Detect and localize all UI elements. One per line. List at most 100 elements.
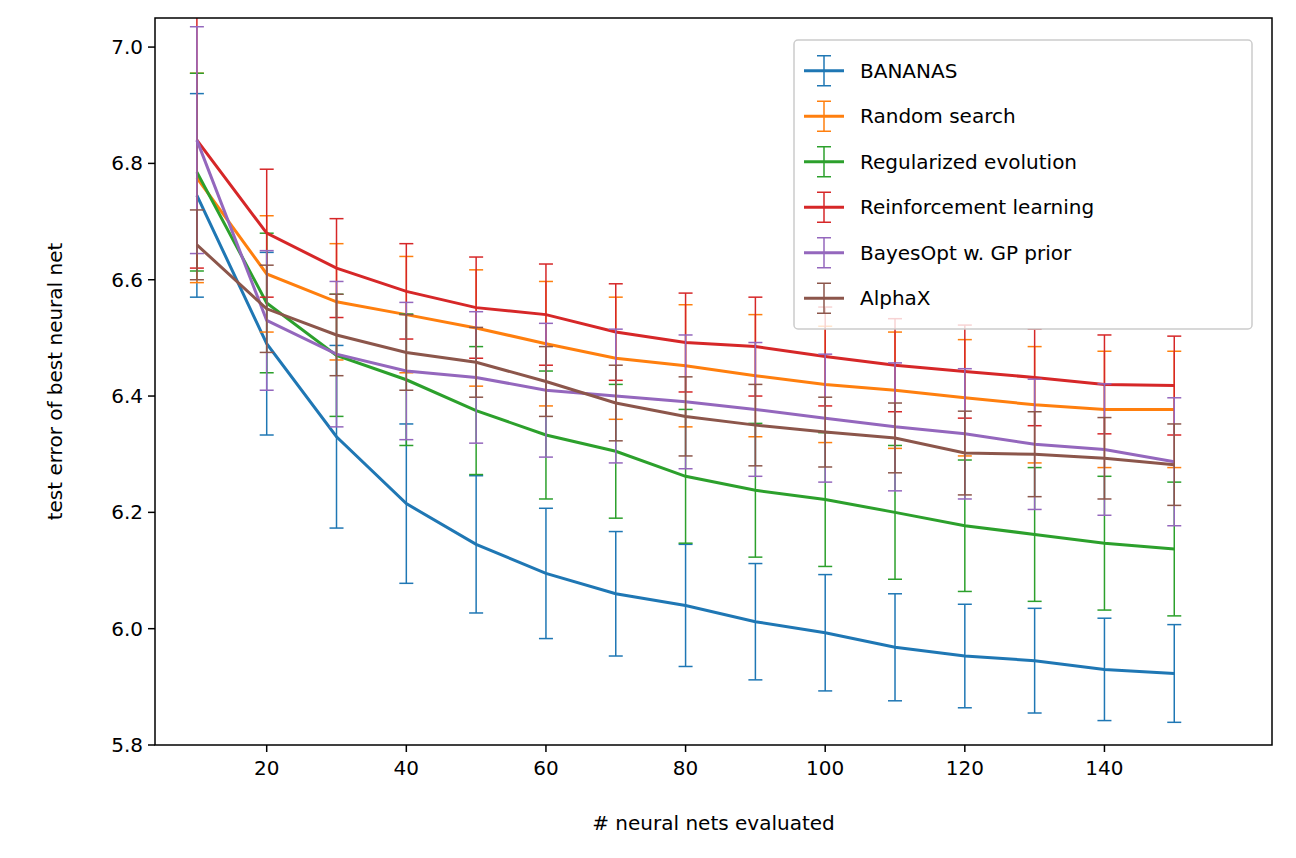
- error-bar: [679, 335, 693, 469]
- legend-label: Reinforcement learning: [860, 195, 1094, 219]
- error-cap: [748, 563, 762, 565]
- error-cap: [818, 466, 832, 468]
- error-stem: [545, 508, 547, 638]
- error-cap: [399, 445, 413, 447]
- error-stem: [475, 327, 477, 397]
- y-tick-label: 6.2: [111, 500, 143, 524]
- error-cap: [190, 26, 204, 28]
- series: [190, 210, 1181, 505]
- error-cap: [679, 666, 693, 668]
- x-tick: [1104, 745, 1106, 752]
- error-cap: [609, 655, 623, 657]
- error-stem: [894, 363, 896, 491]
- error-stem: [406, 302, 408, 439]
- error-cap: [748, 342, 762, 344]
- error-bar: [539, 323, 553, 457]
- error-cap: [469, 442, 483, 444]
- error-cap: [818, 574, 832, 576]
- error-cap: [539, 498, 553, 500]
- error-cap: [818, 396, 832, 398]
- error-bar: [888, 594, 902, 701]
- error-cap: [888, 472, 902, 474]
- error-cap: [469, 475, 483, 477]
- chart: 204060801001201405.86.06.26.46.66.87.0# …: [0, 0, 1296, 858]
- error-stem: [964, 369, 966, 499]
- error-bar: [1167, 398, 1181, 526]
- error-cap: [539, 508, 553, 510]
- error-stem: [755, 343, 757, 477]
- error-cap: [1097, 334, 1111, 336]
- error-stem: [1174, 424, 1176, 505]
- error-cap: [190, 209, 204, 211]
- error-cap: [539, 416, 553, 418]
- legend-swatch: [817, 313, 831, 315]
- x-tick-label: 100: [806, 756, 844, 780]
- error-cap: [330, 294, 344, 296]
- y-tick: [148, 46, 155, 48]
- error-cap: [469, 256, 483, 258]
- legend-swatch: [817, 237, 831, 239]
- error-stem: [685, 544, 687, 666]
- error-cap: [1167, 722, 1181, 724]
- error-cap: [958, 494, 972, 496]
- error-cap: [1097, 498, 1111, 500]
- error-bar: [1028, 329, 1042, 426]
- error-cap: [748, 679, 762, 681]
- error-bar: [958, 604, 972, 708]
- error-bar: [469, 476, 483, 613]
- error-cap: [399, 389, 413, 391]
- legend-swatch: [817, 267, 831, 269]
- legend-swatch: [823, 238, 825, 268]
- error-bar: [609, 365, 623, 441]
- error-cap: [190, 279, 204, 281]
- error-cap: [609, 440, 623, 442]
- error-cap: [260, 168, 274, 170]
- error-cap: [679, 455, 693, 457]
- error-bar: [1028, 608, 1042, 713]
- error-cap: [958, 707, 972, 709]
- y-tick-label: 6.8: [111, 151, 143, 175]
- error-stem: [964, 604, 966, 708]
- error-cap: [399, 243, 413, 245]
- error-cap: [679, 334, 693, 336]
- error-stem: [685, 377, 687, 456]
- error-cap: [469, 612, 483, 614]
- error-stem: [475, 312, 477, 443]
- error-bar: [748, 564, 762, 680]
- x-tick: [685, 745, 687, 752]
- error-stem: [755, 384, 757, 465]
- error-stem: [545, 323, 547, 457]
- error-bar: [818, 397, 832, 467]
- error-cap: [1167, 335, 1181, 337]
- error-stem: [824, 397, 826, 467]
- error-cap: [679, 468, 693, 470]
- error-cap: [1028, 411, 1042, 413]
- error-cap: [330, 281, 344, 283]
- error-cap: [609, 517, 623, 519]
- error-cap: [260, 250, 274, 252]
- error-cap: [818, 481, 832, 483]
- error-cap: [1097, 383, 1111, 385]
- error-stem: [615, 329, 617, 463]
- error-stem: [336, 281, 338, 426]
- error-cap: [539, 323, 553, 325]
- error-cap: [260, 264, 274, 266]
- legend-swatch: [817, 55, 831, 57]
- x-tick-label: 120: [946, 756, 984, 780]
- error-bar: [1167, 424, 1181, 505]
- error-cap: [1167, 423, 1181, 425]
- error-cap: [260, 434, 274, 436]
- error-bar: [679, 377, 693, 456]
- error-cap: [888, 593, 902, 595]
- error-cap: [469, 327, 483, 329]
- error-cap: [190, 282, 204, 284]
- error-cap: [1028, 496, 1042, 498]
- error-stem: [266, 251, 268, 391]
- error-cap: [958, 368, 972, 370]
- x-tick: [824, 745, 826, 752]
- error-cap: [330, 426, 344, 428]
- error-cap: [399, 302, 413, 304]
- error-stem: [755, 564, 757, 680]
- error-bar: [1097, 618, 1111, 720]
- error-cap: [958, 604, 972, 606]
